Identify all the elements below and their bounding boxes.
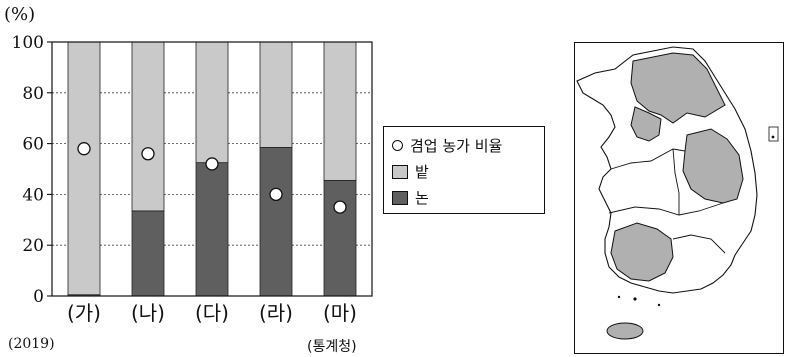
part-time-ratio-marker	[205, 157, 219, 171]
y-tick-label: 20	[22, 236, 44, 256]
y-axis-unit-label: (%)	[4, 4, 36, 25]
chart-legend: 겸업 농가 비율 밭 논	[383, 126, 545, 214]
y-tick-label: 0	[33, 287, 44, 307]
part-time-ratio-marker	[141, 147, 155, 161]
open-circle-marker-icon	[392, 140, 403, 151]
legend-label: 겸업 농가 비율	[410, 137, 503, 155]
bar-segment	[259, 147, 293, 297]
y-tick-label: 100	[12, 33, 44, 53]
y-tick-label: 40	[22, 185, 44, 205]
legend-item-part-time-farm-ratio: 겸업 농가 비율	[392, 135, 502, 156]
bar-segment	[195, 41, 229, 164]
x-tick-label: (마)	[323, 301, 357, 325]
y-tick-label: 60	[22, 135, 44, 155]
legend-label: 논	[415, 189, 429, 207]
light-gray-swatch-icon	[392, 164, 408, 179]
part-time-ratio-marker	[77, 142, 91, 156]
part-time-ratio-marker	[333, 200, 347, 214]
plot-frame	[51, 41, 373, 297]
year-note: (2019)	[8, 336, 55, 352]
source-note: (통계청)	[307, 339, 357, 355]
bar-segment	[131, 41, 165, 212]
y-tick-label: 80	[22, 84, 44, 104]
legend-item-dry-field: 밭	[392, 161, 429, 182]
x-tick-label: (나)	[131, 301, 165, 325]
x-tick-label: (라)	[259, 301, 293, 325]
bar-segment	[259, 41, 293, 148]
bar-segment	[67, 41, 101, 296]
legend-label: 밭	[415, 163, 429, 181]
bar-segment	[195, 162, 229, 297]
dark-gray-swatch-icon	[392, 190, 408, 205]
korea-region-map-icon	[576, 46, 779, 340]
bar-segment	[131, 210, 165, 297]
bar-segment	[323, 180, 357, 297]
legend-item-paddy-field: 논	[392, 187, 429, 208]
x-tick-label: (다)	[195, 301, 229, 325]
bar-segment	[323, 41, 357, 181]
part-time-ratio-marker	[269, 187, 283, 202]
korea-map-panel	[574, 42, 784, 354]
x-tick-label: (가)	[67, 301, 101, 325]
